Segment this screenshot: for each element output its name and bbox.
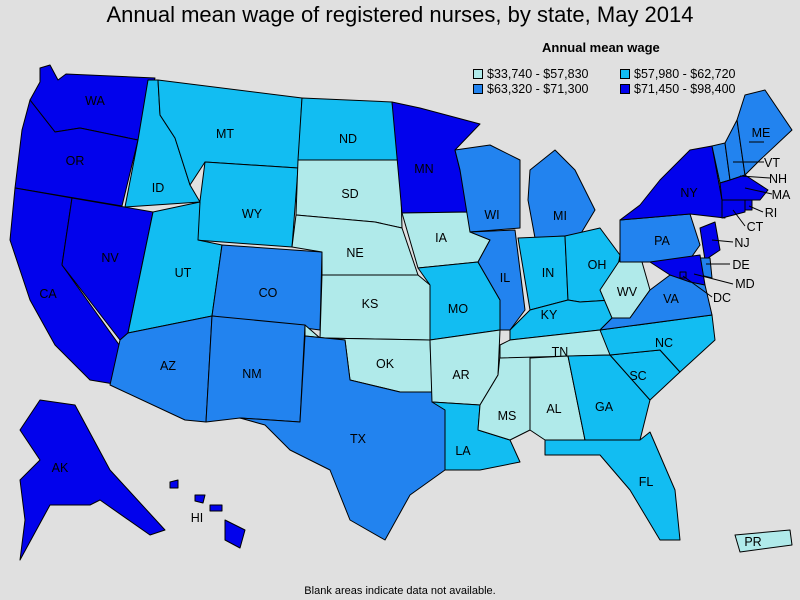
state-label-nj: NJ [734,236,749,250]
state-shape-hi [194,494,206,504]
state-label-pa: PA [654,234,670,248]
lead-line-md [693,273,734,285]
state-shape-ak [19,399,166,561]
state-label-wi: WI [484,208,499,222]
legend-swatch-2 [620,69,630,79]
state-shape-or [14,99,139,207]
state-label-vt: VT [764,156,780,170]
state-shape-tx [239,335,446,541]
footnote: Blank areas indicate data not available. [304,585,496,597]
state-label-sd: SD [341,187,358,201]
state-shape-hi [224,519,246,549]
state-label-wv: WV [617,285,638,299]
state-shape-il [469,229,526,331]
lead-line-nj [711,239,734,243]
state-label-tn: TN [552,345,569,359]
state-label-ok: OK [376,357,395,371]
state-label-ct: CT [747,220,764,234]
legend-swatch-3 [473,84,483,94]
state-shape-fl [544,431,681,541]
state-label-pr: PR [744,535,761,549]
state-shape-ny [619,145,726,221]
state-shape-hi [169,479,179,489]
state-label-ca: CA [39,287,57,301]
state-label-de: DE [732,258,749,272]
state-label-mt: MT [216,127,234,141]
state-shape-ri [744,199,753,211]
state-label-ms: MS [498,409,517,423]
state-label-md: MD [735,277,754,291]
legend-item-1: $33,740 - $57,830 [473,67,588,81]
state-label-oh: OH [588,258,607,272]
state-shape-ct [721,199,746,219]
state-shape-ga [567,354,651,441]
state-label-nv: NV [101,251,119,265]
state-label-wy: WY [242,207,263,221]
state-label-wa: WA [85,94,105,108]
state-label-la: LA [455,444,471,458]
legend-label-4: $71,450 - $98,400 [634,82,736,96]
state-label-me: ME [752,126,771,140]
state-label-nh: NH [769,172,787,186]
state-label-in: IN [542,266,555,280]
state-shape-mi [527,149,596,239]
state-label-dc: DC [713,291,731,305]
state-label-ar: AR [452,368,469,382]
state-shape-wi [454,144,521,233]
lead-line-nh [739,175,771,179]
state-label-az: AZ [160,359,176,373]
legend-label-3: $63,320 - $71,300 [487,82,589,96]
state-shape-hi [209,504,223,512]
state-label-nm: NM [242,367,261,381]
legend-label-2: $57,980 - $62,720 [634,67,736,81]
state-label-ut: UT [175,266,192,280]
legend-swatch-1 [473,69,483,79]
state-label-nc: NC [655,336,673,350]
state-label-id: ID [152,181,165,195]
state-label-hi: HI [191,511,204,525]
legend-swatch-4 [620,84,630,94]
state-label-mi: MI [553,209,567,223]
state-label-ia: IA [435,231,447,245]
state-label-co: CO [259,286,278,300]
state-label-il: IL [500,271,510,285]
state-shape-nj [699,221,721,261]
state-label-ga: GA [595,400,614,414]
legend-title: Annual mean wage [542,40,660,55]
state-label-al: AL [546,402,561,416]
state-shape-md [649,254,706,286]
state-label-ri: RI [765,206,778,220]
state-label-nd: ND [339,132,357,146]
state-label-ny: NY [680,186,698,200]
chart-title: Annual mean wage of registered nurses, b… [106,2,694,27]
lead-line-ri [748,205,764,213]
state-shape-nd [297,97,401,161]
legend-item-3: $63,320 - $71,300 [473,82,588,96]
state-label-or: OR [66,154,85,168]
legend-item-4: $71,450 - $98,400 [620,82,735,96]
state-label-ne: NE [346,246,363,260]
state-label-ma: MA [772,188,791,202]
lead-line-ma [744,187,773,195]
legend-item-2: $57,980 - $62,720 [620,67,735,81]
state-label-tx: TX [350,432,367,446]
state-label-ks: KS [362,297,379,311]
state-label-ak: AK [52,461,69,475]
lead-line-dc [682,275,713,298]
state-label-sc: SC [629,369,646,383]
state-label-mn: MN [414,162,433,176]
lead-line-ct [732,209,746,227]
state-shape-pr [734,529,793,553]
state-label-fl: FL [639,475,654,489]
state-label-ky: KY [541,308,558,322]
state-label-mo: MO [448,302,468,316]
legend-label-1: $33,740 - $57,830 [487,67,589,81]
state-label-va: VA [663,292,679,306]
state-shape-wy [194,161,299,248]
